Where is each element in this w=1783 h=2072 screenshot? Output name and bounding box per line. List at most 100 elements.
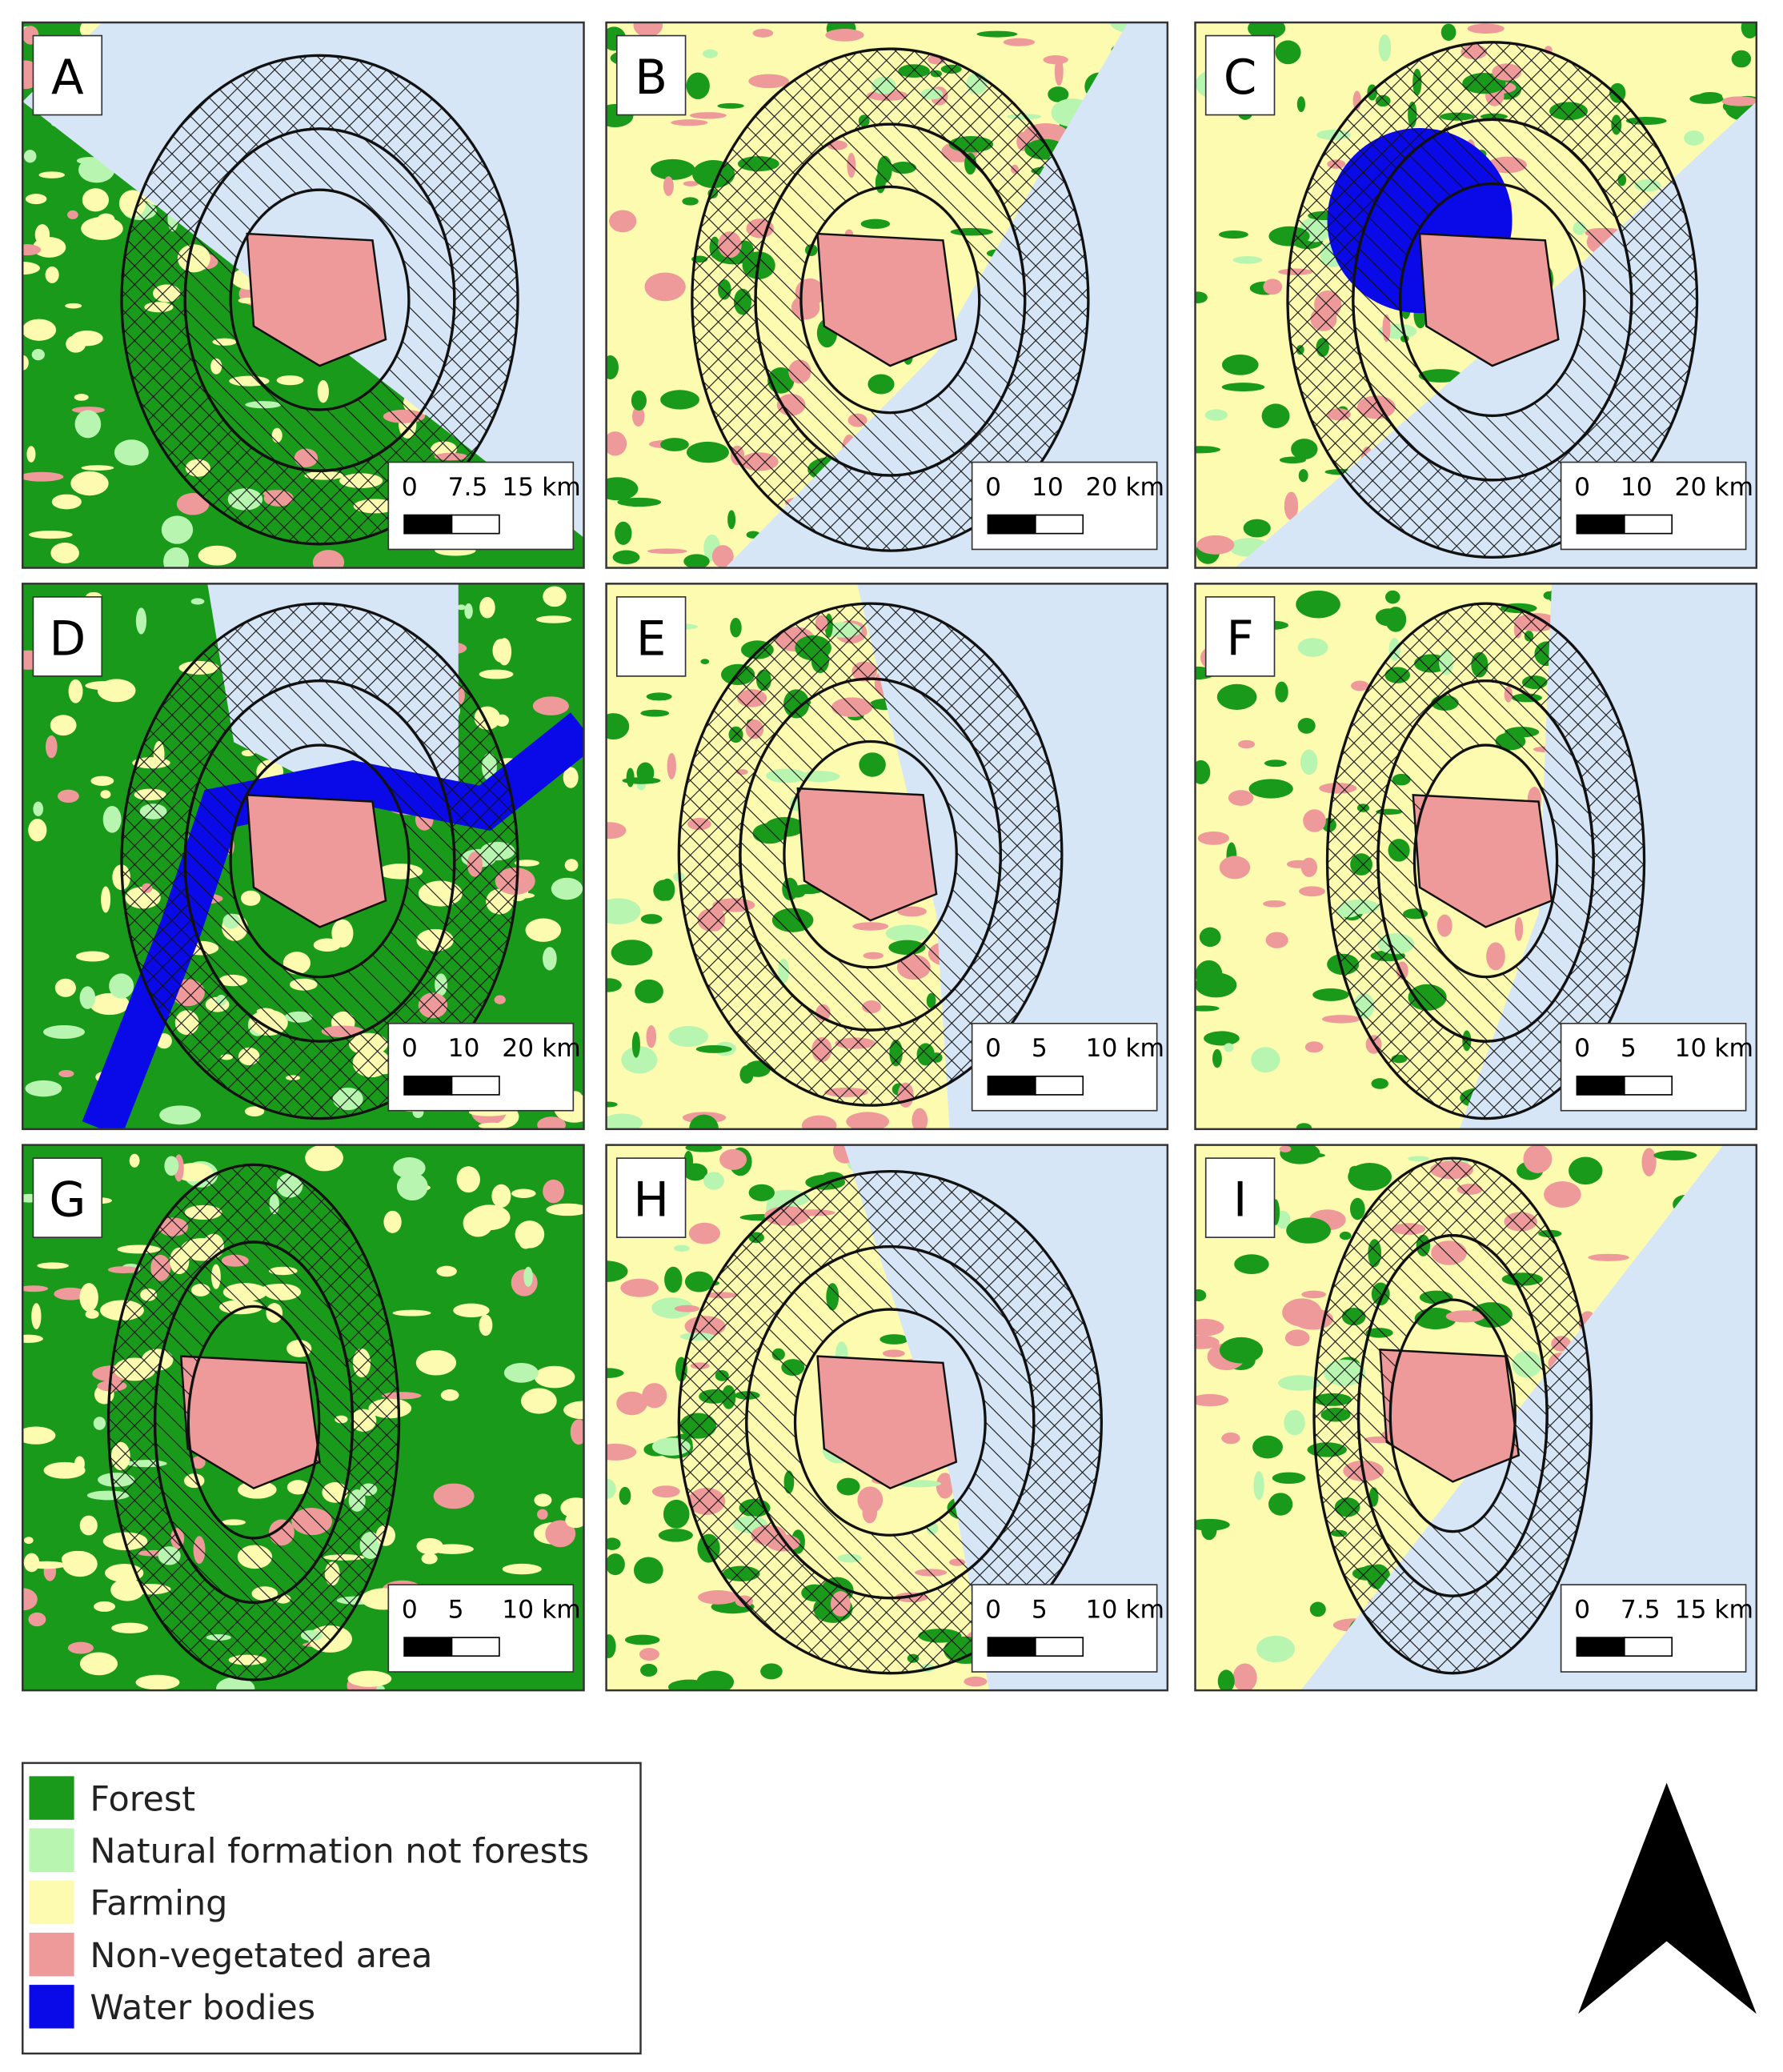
land-patch [164,1156,179,1176]
land-patch [383,1210,402,1233]
land-patch [1232,256,1263,264]
land-patch [1263,900,1286,908]
land-patch [1544,1180,1581,1208]
inner-buffer [183,679,456,1043]
land-patch [565,1512,584,1529]
land-patch [23,1537,34,1545]
land-patch [1238,739,1256,749]
land-patch [174,1162,213,1182]
inner-buffer [153,1240,355,1604]
land-patch [1291,439,1318,460]
land-patch [135,1674,180,1690]
land-patch [632,406,645,427]
land-patch [392,1309,431,1317]
legend-swatch [29,1932,74,1977]
land-patch [1296,590,1340,619]
legend-swatch [29,1985,74,2029]
land-patch [846,1112,890,1129]
land-patch [667,752,676,780]
land-patch [1284,491,1299,520]
land-patch [1243,519,1271,538]
land-patch [23,1553,40,1573]
land-patch [606,898,641,924]
land-patch [1221,354,1259,375]
inner-buffer [183,127,456,472]
land-patch [606,1537,621,1550]
scale-label: 10 km [502,1595,581,1624]
scale-label: 0 [985,1595,1001,1624]
land-patch [1195,291,1208,303]
land-patch [312,550,345,568]
label-box [1204,1157,1276,1238]
land-patch [1195,1289,1207,1302]
land-patch [22,244,42,256]
land-patch [534,1493,552,1507]
land-patch [912,1108,928,1129]
land-patch [1371,1078,1388,1089]
land-patch [97,213,115,225]
land-patch [415,1349,457,1376]
land-patch [61,1550,91,1568]
land-patch [276,375,304,386]
land-patch [860,218,891,229]
land-patch [606,1113,643,1129]
land-patch [81,465,114,471]
land-patch [521,1388,557,1414]
land-patch [23,150,37,163]
land-patch [1054,57,1064,86]
core-area [816,232,958,367]
core-area [1418,232,1560,367]
land-patch [282,952,311,975]
land-patch [50,542,79,563]
map-content [606,22,1168,568]
land-patch [882,1349,905,1357]
land-patch [421,1553,438,1565]
land-patch [1286,1217,1331,1244]
land-patch [671,119,708,126]
panel-label: B [635,50,667,106]
land-patch [464,603,473,619]
land-patch [609,210,637,233]
land-patch [651,1297,693,1319]
legend-box [21,1761,642,2055]
land-patch [479,596,495,619]
land-patch [494,995,506,1004]
land-patch [1201,1520,1217,1541]
land-patch [1312,988,1349,1001]
panel-frame [21,1144,585,1692]
land-patch [45,266,59,283]
scale-label: 0 [402,473,418,502]
land-patch [1219,1337,1264,1364]
land-patch [71,331,103,347]
map-panel: C 0 10 20 km [1194,21,1758,569]
land-patch [703,1172,724,1190]
scale-bar: 0 5 10 km [971,1022,1164,1112]
land-patch [683,554,710,568]
scale-label: 7.5 [448,473,488,502]
land-patch [28,1612,46,1627]
land-patch [696,1670,735,1691]
land-patch [198,545,237,566]
legend-label: Natural formation not forests [90,1831,589,1871]
land-patch [1253,1471,1264,1501]
land-patch [664,1266,683,1293]
scale-white [1035,1076,1084,1096]
scale-box [971,1022,1158,1112]
land-patch [102,806,122,833]
legend: Forest Natural formation not forests Farmi… [21,1761,642,2055]
north-arrow [1578,1782,1757,2014]
land-patch [1350,680,1369,691]
land-patch [50,715,77,736]
panel-frame [1194,583,1758,1131]
scale-box [1560,1022,1747,1112]
legend-label: Farming [90,1884,227,1924]
map-content [22,1144,584,1691]
land-patch [525,918,562,942]
scale-white [1623,514,1673,535]
land-patch [191,1456,206,1469]
land-patch [22,355,29,371]
land-patch [1265,932,1288,948]
land-patch [545,1520,576,1548]
land-patch [633,1557,663,1584]
scale-box [387,1022,575,1112]
